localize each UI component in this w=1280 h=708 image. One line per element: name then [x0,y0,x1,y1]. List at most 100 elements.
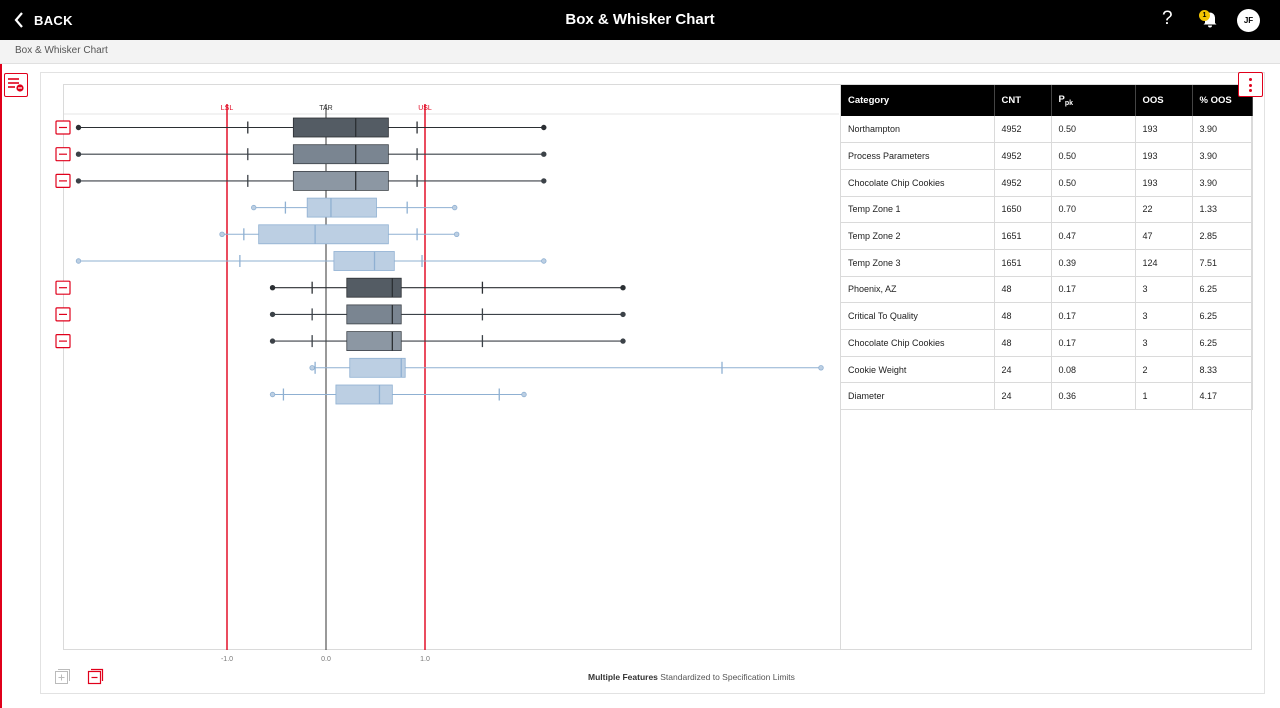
cell-category: Northampton [841,116,995,144]
chart-caption: Multiple Features Standardized to Specif… [588,672,795,682]
whisker-min-point [269,311,276,318]
breadcrumb-current[interactable]: Box & Whisker Chart [15,45,108,56]
cell-pct-oos: 6.25 [1192,302,1253,330]
x-tick-label: -1.0 [221,656,233,663]
cell-pct-oos: 3.90 [1192,142,1253,170]
cell-cnt: 4952 [994,169,1052,197]
whisker-max-point [620,285,626,291]
cell-pct-oos: 2.85 [1192,222,1253,250]
cell-oos: 124 [1135,249,1193,277]
cell-cnt: 48 [994,329,1052,357]
whisker-min-point [269,285,276,291]
whisker-min-point [75,178,82,184]
header-category[interactable]: Category [841,85,995,116]
table-row[interactable]: Diameter 24 0.36 1 4.17 [841,382,1253,411]
cell-ppk: 0.50 [1051,116,1136,144]
back-button[interactable]: BACK [14,0,73,40]
cell-ppk: 0.39 [1051,249,1136,277]
box-whisker-chart-area [63,84,840,650]
table-row[interactable]: Temp Zone 2 1651 0.47 47 2.85 [841,222,1253,250]
whisker-max-point [452,204,458,211]
cell-cnt: 4952 [994,116,1052,144]
tar-label: TAR [319,105,332,112]
more-options-button[interactable] [1238,72,1263,97]
caption-bold: Multiple Features [588,672,658,682]
cell-category: Process Parameters [841,142,995,170]
table-row[interactable]: Temp Zone 3 1651 0.39 124 7.51 [841,249,1253,277]
header-ppk-sub: pk [1064,99,1074,107]
box[interactable] [346,277,402,298]
cell-cnt: 1651 [994,222,1052,250]
usl-label: USL [418,105,432,112]
box-whisker-chart: LSL TAR USL -1.0 0.0 1.0 [55,104,839,663]
whisker-min-point [75,258,82,264]
whisker-max-point [620,338,626,344]
box[interactable] [333,251,395,271]
table-row[interactable]: Critical To Quality 48 0.17 3 6.25 [841,302,1253,330]
cell-oos: 2 [1135,356,1193,384]
cell-oos: 193 [1135,169,1193,197]
dot-icon [1249,83,1252,87]
avatar[interactable]: JF [1237,9,1260,32]
box[interactable] [346,304,402,325]
cell-ppk: 0.17 [1051,302,1136,330]
box[interactable] [346,331,402,352]
help-icon[interactable]: ? [1162,8,1173,29]
cell-ppk: 0.17 [1051,329,1136,357]
header-ppk[interactable]: Ppk [1051,85,1136,116]
box[interactable] [292,117,389,138]
cell-oos: 3 [1135,302,1193,330]
box[interactable] [292,144,389,165]
box[interactable] [335,384,393,405]
cell-pct-oos: 3.90 [1192,116,1253,144]
cell-ppk: 0.17 [1051,276,1136,304]
expand-all-icon[interactable] [54,668,71,685]
box[interactable] [292,170,389,191]
table-row[interactable]: Phoenix, AZ 48 0.17 3 6.25 [841,276,1253,304]
table-row[interactable]: Process Parameters 4952 0.50 193 3.90 [841,142,1253,170]
box[interactable] [258,224,389,245]
box[interactable] [306,197,377,218]
cell-oos: 47 [1135,222,1193,250]
whisker-min-point [251,204,257,211]
cell-cnt: 48 [994,276,1052,304]
cell-cnt: 48 [994,302,1052,330]
whisker-max-point [620,311,626,318]
top-bar: BACK Box & Whisker Chart ? 1 JF [0,0,1280,40]
cell-cnt: 24 [994,356,1052,384]
left-accent-bar [0,64,2,708]
cell-ppk: 0.50 [1051,142,1136,170]
whisker-min-point [75,124,82,131]
whisker-max-point [541,258,547,264]
table-row[interactable]: Chocolate Chip Cookies 4952 0.50 193 3.90 [841,169,1253,197]
cell-category: Cookie Weight [841,356,995,384]
cell-category: Diameter [841,382,995,411]
header-oos[interactable]: OOS [1135,85,1193,116]
cell-oos: 3 [1135,276,1193,304]
whisker-min-point [309,365,315,371]
back-label: BACK [34,12,73,28]
header-cnt[interactable]: CNT [994,85,1052,116]
table-row[interactable]: Temp Zone 1 1650 0.70 22 1.33 [841,196,1253,224]
cell-category: Critical To Quality [841,302,995,330]
table-row[interactable]: Cookie Weight 24 0.08 2 8.33 [841,356,1253,384]
whisker-max-point [541,178,547,184]
cell-ppk: 0.70 [1051,196,1136,224]
cell-pct-oos: 6.25 [1192,276,1253,304]
box[interactable] [349,357,406,378]
dot-icon [1249,78,1252,81]
cell-cnt: 24 [994,382,1052,411]
filter-panel-button[interactable] [4,73,28,97]
cell-ppk: 0.50 [1051,169,1136,197]
whisker-max-point [521,391,527,398]
lsl-label: LSL [221,105,234,112]
notification-badge: 1 [1199,10,1210,21]
x-tick-label: 0.0 [321,656,331,663]
table-row[interactable]: Northampton 4952 0.50 193 3.90 [841,116,1253,144]
whisker-max-point [453,231,460,237]
table-row[interactable]: Chocolate Chip Cookies 48 0.17 3 6.25 [841,329,1253,357]
cell-oos: 193 [1135,142,1193,170]
collapse-all-icon[interactable] [87,668,104,685]
whisker-max-point [541,151,547,157]
cell-category: Temp Zone 3 [841,249,995,277]
